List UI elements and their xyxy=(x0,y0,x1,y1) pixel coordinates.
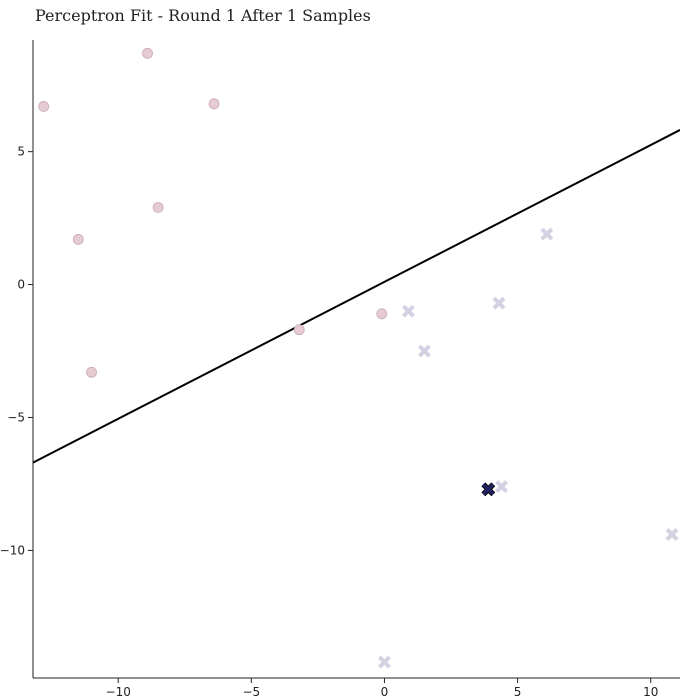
data-point-x xyxy=(378,655,391,669)
x-tick-label: 0 xyxy=(381,685,389,699)
data-point-circle xyxy=(376,308,388,320)
data-point-circle xyxy=(293,324,305,336)
chart-title: Perceptron Fit - Round 1 After 1 Samples xyxy=(35,6,371,25)
y-tick-label: 5 xyxy=(17,145,25,159)
data-point-x xyxy=(492,296,506,310)
data-point-x xyxy=(402,304,415,318)
data-point-circle xyxy=(38,101,50,112)
data-point-x xyxy=(495,480,509,494)
y-tick-label: −5 xyxy=(7,410,25,424)
decision-boundary-line xyxy=(33,129,680,464)
highlighted-sample-point xyxy=(481,482,496,497)
x-tick-label: 10 xyxy=(643,685,658,699)
data-point-circle xyxy=(86,366,97,378)
y-tick-label: 0 xyxy=(17,278,25,292)
data-point-circle xyxy=(208,98,220,110)
x-tick-label: 5 xyxy=(514,685,522,699)
x-tick-label: −10 xyxy=(106,685,131,699)
data-point-x xyxy=(540,227,554,241)
x-tick-label: −5 xyxy=(242,685,260,699)
y-tick-label: −10 xyxy=(0,543,25,557)
data-point-x xyxy=(417,344,431,358)
data-point-circle xyxy=(142,47,153,59)
data-point-circle xyxy=(152,202,164,213)
data-point-circle xyxy=(72,233,84,245)
data-point-x xyxy=(665,528,679,541)
